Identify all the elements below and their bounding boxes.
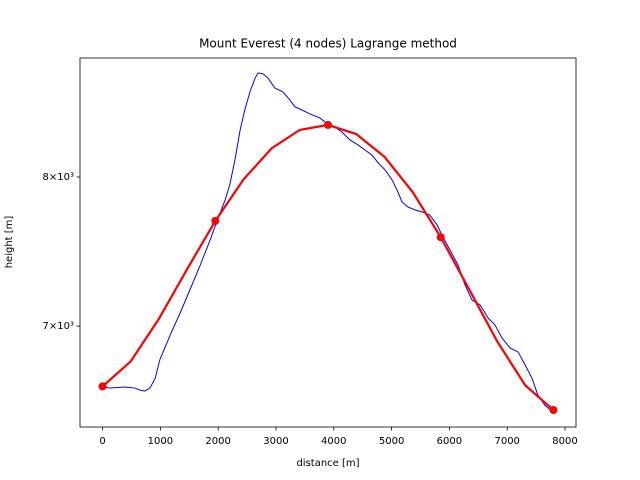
x-tick-label: 6000 <box>437 436 462 447</box>
chart-title: Mount Everest (4 nodes) Lagrange method <box>199 37 457 51</box>
y-tick-label: 8×10³ <box>43 172 74 183</box>
x-tick-label: 4000 <box>321 436 346 447</box>
x-tick-label: 8000 <box>552 436 577 447</box>
x-axis-label: distance [m] <box>296 458 359 469</box>
x-tick-label: 3000 <box>263 436 288 447</box>
y-axis-label: height [m] <box>4 216 15 269</box>
node-marker <box>436 233 445 242</box>
node-marker <box>549 406 558 415</box>
x-tick-label: 5000 <box>379 436 404 447</box>
x-tick-label: 2000 <box>205 436 230 447</box>
x-tick-label: 1000 <box>148 436 173 447</box>
node-marker <box>324 120 332 129</box>
x-tick-label: 0 <box>99 436 105 447</box>
node-marker <box>211 216 220 225</box>
x-tick-label: 7000 <box>494 436 519 447</box>
y-tick-label: 7×10³ <box>43 321 74 332</box>
node-marker <box>98 382 107 391</box>
plot-frame <box>79 57 577 428</box>
